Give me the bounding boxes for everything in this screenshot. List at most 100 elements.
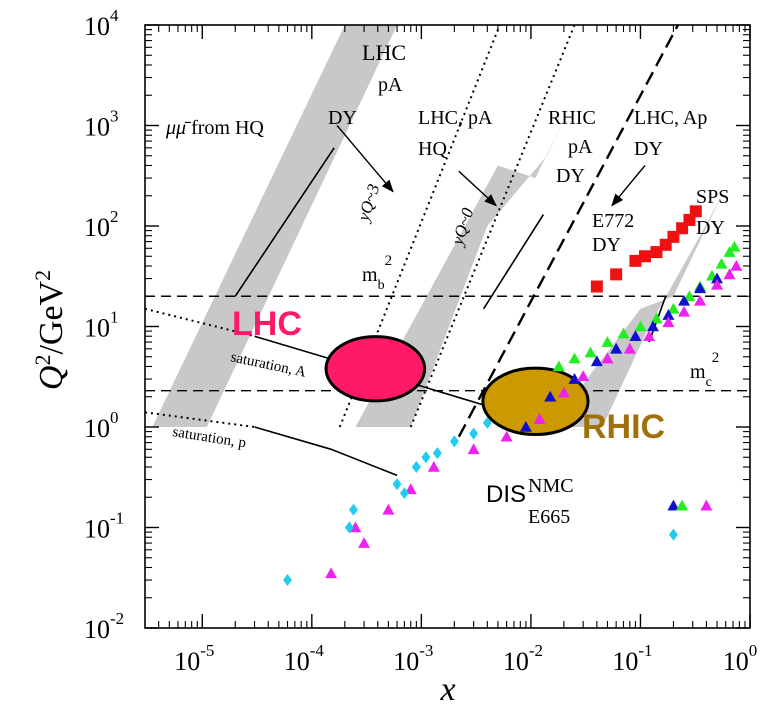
data-point-s0-3: [638, 250, 651, 263]
rhic-pa-dy-label: DY: [556, 165, 585, 187]
data-point-s2-5: [629, 330, 642, 342]
mc2-label: mc2: [690, 350, 719, 390]
y-tick-label: 101: [84, 308, 119, 343]
x-tick-label: 10-2: [503, 641, 543, 676]
data-point-s4-3: [392, 478, 402, 491]
data-point-s4-4: [399, 487, 409, 500]
data-point-s2-9: [694, 282, 707, 294]
lhc-pa-hq-label: HQ: [418, 138, 447, 160]
yq-0-line: [409, 25, 576, 428]
annotations: LHC pA DY μμ̄ from HQ LHC, pA HQ RHIC pA…: [165, 40, 729, 528]
lhc-pa-dy-label: LHC: [362, 40, 406, 65]
data-points: [283, 205, 743, 587]
data-point-s3-11: [601, 352, 614, 364]
data-point-s3-15: [678, 305, 691, 317]
data-point-s4-8: [449, 435, 459, 448]
data-point-s0-2: [629, 254, 642, 267]
e772-dy-label: DY: [592, 234, 621, 256]
data-point-s4-7: [432, 447, 442, 460]
lhc-pa-dy-label: DY: [328, 107, 357, 129]
data-point-s3-1: [349, 521, 362, 533]
data-point-s3-18: [723, 268, 736, 280]
data-point-s2-3: [590, 355, 603, 367]
data-point-s3-8: [533, 413, 546, 424]
data-point-s3-16: [694, 294, 707, 306]
lhc-pa-hq-label: LHC, pA: [418, 107, 493, 129]
data-point-s3-3: [382, 503, 395, 515]
data-point-s4-0: [283, 574, 293, 587]
data-point-s4-10: [482, 416, 492, 429]
data-point-s1-2: [584, 346, 597, 358]
data-point-s2-4: [610, 342, 623, 354]
data-point-s4-5: [411, 460, 421, 473]
data-point-s0-0: [590, 280, 603, 293]
x-axis-label: x: [439, 671, 455, 708]
data-point-s3-10: [577, 370, 590, 382]
data-point-s3-19: [730, 259, 743, 271]
y-tick-label: 10-1: [84, 509, 124, 544]
data-point-s3-5: [427, 460, 440, 472]
data-point-s2-10: [711, 272, 724, 284]
data-point-s2-1: [544, 390, 557, 402]
y-tick-label: 103: [84, 107, 119, 142]
data-point-s3-9: [557, 386, 570, 398]
lhc-ap-dy-label: LHC, Ap: [634, 107, 707, 129]
rhic-ellipse: [481, 366, 590, 437]
x-axis-ticks: 10-5 10-4 10-3 10-2 10-1 100: [158, 25, 758, 676]
x-tick-label: 10-3: [393, 641, 433, 676]
data-point-s4-2: [348, 503, 358, 516]
e772-dy-label: E772: [592, 210, 634, 232]
legend-markers: [667, 499, 713, 541]
data-point-s3-4: [404, 483, 417, 495]
data-point-s3-2: [358, 537, 371, 548]
annotation-arrow-1: [458, 170, 497, 207]
lhc-ap-dy-label: DY: [634, 138, 663, 160]
kinematic-band-0: [152, 25, 398, 427]
legend-marker-3: [668, 528, 678, 541]
rhic-dy-line: [482, 214, 545, 310]
data-point-s4-1: [344, 521, 354, 534]
data-point-s2-0: [519, 421, 532, 432]
rhic-big-label: RHIC: [582, 408, 665, 446]
data-point-s4-6: [421, 451, 431, 464]
data-point-s0-4: [650, 246, 663, 259]
lhc-ellipse: [324, 335, 427, 403]
saturation-A-dotted-line: [145, 307, 255, 338]
sps-dy-label: DY: [696, 217, 725, 239]
data-point-s1-1: [568, 352, 581, 364]
data-point-s3-13: [643, 330, 656, 342]
data-point-s1-11: [715, 257, 728, 269]
nmc-legend-label: NMC: [528, 475, 574, 497]
saturation-a-label: saturation, A: [229, 349, 307, 381]
y-axis-ticks: 10-2 10-1 100 101 102 103 104: [84, 6, 750, 644]
legend-marker-2: [700, 499, 713, 511]
data-point-s2-8: [678, 294, 691, 306]
data-point-s3-12: [623, 342, 636, 354]
dis-label: DIS: [486, 481, 526, 508]
mb2-label: mb2: [362, 253, 392, 293]
data-point-s2-6: [646, 320, 659, 332]
x-tick-label: 10-5: [174, 641, 214, 676]
lhc-pa-dy-label: pA: [378, 74, 403, 96]
y-tick-label: 100: [84, 408, 119, 443]
legend-marker-0: [667, 499, 680, 511]
y-axis-label: Q2/GeV2: [30, 270, 71, 390]
saturation-p-label: saturation, p: [171, 424, 247, 451]
data-point-s4-9: [469, 427, 479, 440]
data-point-s3-7: [500, 430, 513, 442]
data-point-s1-5: [634, 320, 647, 332]
x-tick-label: 100: [723, 641, 758, 676]
data-point-s1-7: [667, 302, 680, 314]
sps-dy-label: SPS: [696, 186, 729, 208]
data-point-s1-0: [552, 360, 565, 372]
rhic-pa-dy-label: pA: [568, 136, 593, 158]
data-point-s2-2: [568, 373, 581, 384]
lhc-big-label: LHC: [232, 305, 302, 343]
data-point-s1-8: [683, 290, 696, 302]
data-point-s3-17: [711, 278, 724, 290]
kinematic-limit-line: [457, 25, 680, 438]
e665-legend-label: E665: [528, 506, 570, 528]
acceptance-ellipses: [324, 335, 590, 437]
y-tick-label: 102: [84, 207, 119, 242]
